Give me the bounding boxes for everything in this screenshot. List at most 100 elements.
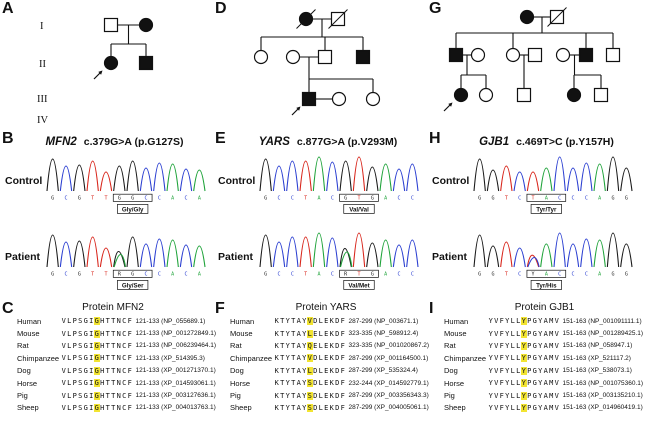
mutated-residue: S	[307, 403, 313, 412]
species-label: Pig	[230, 391, 241, 401]
base-call: T	[357, 272, 360, 278]
species-label: Human	[444, 316, 469, 326]
species-label: Rat	[444, 341, 456, 351]
mutation-label: c.877G>A (p.V293M)	[296, 136, 398, 148]
heterozygous-base-call: R	[344, 272, 348, 278]
species-label: Horse	[230, 378, 251, 388]
residue-range-accession: 287-299 (XP_001164500.1)	[348, 354, 429, 362]
base-call: G	[344, 196, 347, 202]
genotype-label: Val/Val	[349, 206, 369, 213]
affected-female-symbol	[103, 55, 119, 71]
base-call: C	[291, 196, 294, 202]
mutated-residue: Y	[521, 391, 527, 400]
female-symbol	[253, 49, 269, 65]
alignment-row: Sheep K T Y T A Y S D L E K D F 287-299 (XP_004005061.…	[213, 402, 429, 414]
base-call: C	[571, 196, 574, 202]
alignment-row: Mouse V L P S G I G H T T N C F 121-133 (NP_001272849.…	[0, 327, 216, 339]
residue-range-accession: 287-299 (XP_003356343.3)	[348, 392, 429, 400]
mutated-residue: S	[307, 379, 313, 388]
base-call: C	[397, 196, 400, 202]
proband-arrow	[291, 108, 299, 116]
sample-label: Control	[432, 175, 470, 187]
base-call: C	[277, 272, 280, 278]
residue-range-accession: 151-163 (XP_014960419.1)	[562, 404, 643, 412]
genotype-box	[343, 204, 375, 214]
base-call: A	[598, 272, 601, 278]
mutation-label: c.379G>A (p.G127S)	[83, 136, 184, 148]
mutated-residue: Y	[521, 366, 527, 375]
base-call: C	[518, 196, 521, 202]
residue-range-accession: 121-133 (XP_514395.3)	[135, 354, 205, 362]
base-call: T	[104, 272, 107, 278]
sample-label: Control	[5, 175, 43, 187]
base-call: C	[585, 272, 588, 278]
affected-female-symbol	[453, 87, 469, 103]
genotype-box	[343, 280, 375, 290]
base-call: A	[598, 196, 601, 202]
genotype-box	[117, 280, 149, 290]
alignment-title: Protein GJB1	[514, 302, 575, 313]
sample-label: Patient	[432, 251, 468, 263]
base-call: A	[198, 272, 201, 278]
mutated-residue: G	[94, 366, 100, 375]
mutation-label: c.469T>C (p.Y157H)	[516, 136, 614, 148]
alignment-title: Protein MFN2	[82, 302, 144, 313]
alignment-row: Dog V L P S G I G H T T N C F 121-133 (XP_001271370.1)	[0, 365, 216, 377]
chromatogram-rows: Control G C G T T G G C C A C A Gly/Gly Patient G C G T T R G…	[0, 147, 213, 300]
control-chromatogram-row: Control G G T C T A C C C A G G Tyr/Tyr	[427, 147, 650, 223]
base-call: C	[411, 196, 414, 202]
base-call: C	[571, 272, 574, 278]
species-label: Mouse	[17, 329, 40, 339]
residue-range-accession: 121-133 (NP_055689.1)	[135, 317, 206, 325]
species-label: Mouse	[444, 329, 467, 339]
pedigree-chart-g	[443, 7, 621, 112]
base-call: G	[78, 272, 81, 278]
base-call: C	[277, 196, 280, 202]
codon-box	[526, 193, 567, 202]
heterozygous-base-call: Y	[531, 272, 534, 278]
species-label: Rat	[17, 341, 29, 351]
alignment-row: Rat V L P S G I G H T T N C F 121-133 (NP_006239464.1)	[0, 340, 216, 352]
codon-box	[112, 269, 153, 278]
genotype-label: Tyr/Tyr	[536, 206, 557, 213]
base-call: G	[264, 196, 267, 202]
alignment-row: Pig V L P S G I G H T T N C F 121-133 (XP_003127636.1)	[0, 389, 216, 401]
mutated-residue: L	[307, 329, 313, 338]
base-call: G	[371, 272, 374, 278]
pedigree-panel-a: A I II III IV	[0, 0, 213, 129]
residue-range-accession: 121-133 (XP_003127636.1)	[135, 392, 216, 400]
mutated-residue: G	[94, 354, 100, 363]
alignment-row: Pig K T Y T A Y S D L E K D F 287-299 (XP_003356343.3)	[213, 389, 429, 401]
residue-range-accession: 287-299 (XP_004005061.1)	[348, 404, 429, 412]
mutated-residue: Q	[307, 341, 313, 350]
female-symbol	[505, 47, 521, 63]
base-call: A	[198, 196, 201, 202]
base-call: A	[317, 196, 320, 202]
base-call: G	[51, 196, 54, 202]
base-call: C	[144, 196, 147, 202]
alignment-row: Rat K T Y T A Y Q E L E K D F 323-335 (NP_001020867.2)	[213, 340, 429, 352]
mutation-header: MFN2 c.379G>A (p.G127S)	[0, 130, 213, 150]
base-call: G	[131, 272, 134, 278]
codon-box	[339, 269, 379, 278]
panel-letter-h: H	[429, 130, 441, 147]
male-symbol	[593, 87, 609, 103]
chromatogram-rows: Control G C C T A C G T G A C C Val/Val Patient G C C T A C R…	[213, 147, 427, 300]
codon-box	[526, 269, 567, 278]
patient-chromatogram-row: Patient G C G T T R G C C A C A Gly/Ser	[0, 223, 213, 299]
patient-chromatogram-row: Patient G G T C Y A C C C A G G Tyr/His	[427, 223, 650, 299]
chromatogram-trace: G C G T T G G C C A C A Gly/Gly	[46, 158, 206, 214]
residue-range-accession: 121-133 (XP_014593061.1)	[135, 379, 216, 387]
mutated-residue: G	[94, 317, 100, 326]
mutated-residue: Y	[521, 329, 527, 338]
species-label: Chimpanzee	[230, 353, 273, 363]
residue-range-accession: 121-133 (XP_004013763.1)	[135, 404, 216, 412]
